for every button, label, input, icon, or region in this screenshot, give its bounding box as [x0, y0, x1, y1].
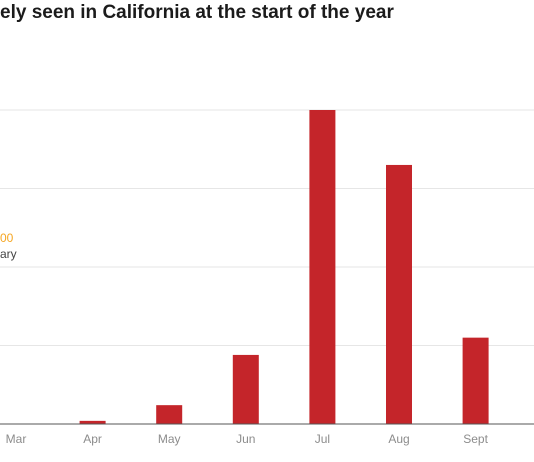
bar-aug [386, 164, 412, 424]
bar-jul [309, 110, 336, 424]
x-tick-label-aug: Aug [388, 432, 409, 446]
annotation-label: ary [0, 247, 17, 261]
annotation-value: 00 [0, 231, 14, 245]
bar-may [156, 405, 183, 424]
x-tick-label-apr: Apr [83, 432, 102, 446]
x-tick-label-jun: Jun [236, 432, 255, 446]
x-tick-labels: Mar Apr May Jun Jul Aug Sept [6, 432, 489, 446]
chart-title: ely seen in California at the start of t… [0, 2, 394, 23]
bars [79, 110, 489, 424]
x-tick-label-jul: Jul [315, 432, 330, 446]
bar-apr [79, 420, 106, 424]
bar-sept [462, 337, 489, 424]
x-tick-label-sept: Sept [463, 432, 488, 446]
bar-jun [232, 354, 259, 424]
x-tick-label-may: May [158, 432, 181, 446]
gridlines [0, 109, 534, 346]
x-tick-label-mar: Mar [6, 432, 27, 446]
